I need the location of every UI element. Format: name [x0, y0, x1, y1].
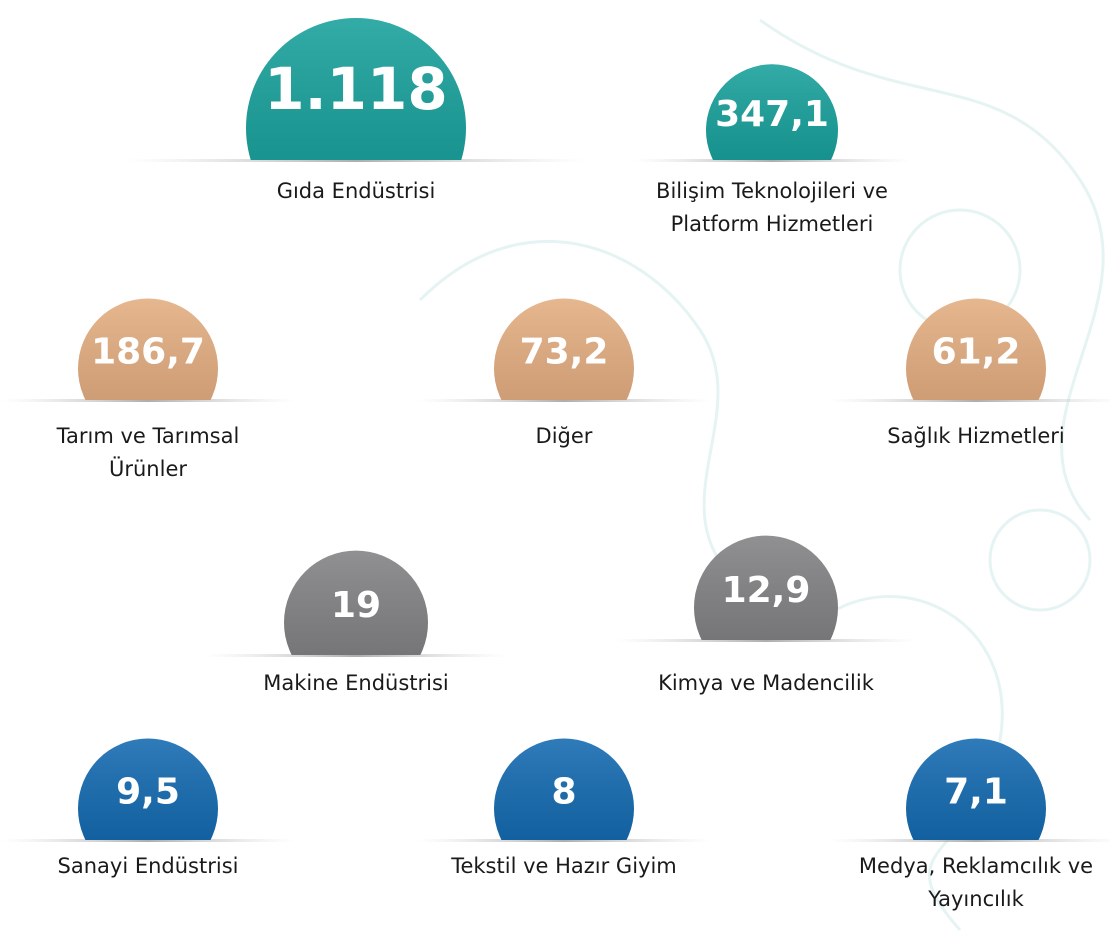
shadow-line [633, 159, 911, 162]
bubble [78, 298, 218, 400]
label: Tarım ve Tarımsal [56, 424, 240, 448]
bubble [906, 298, 1046, 400]
half-circle-gloss [78, 738, 218, 840]
item: 61,2 Sağlık Hizmetleri [829, 298, 1110, 448]
value: 73,2 [520, 331, 609, 372]
item: 347,1 Bilişim Teknolojileri ve Platform Hi… [633, 64, 911, 236]
value: 7,1 [944, 771, 1008, 812]
label: Sağlık Hizmetleri [887, 424, 1065, 448]
half-circle-gloss [246, 18, 466, 160]
label: Diğer [536, 424, 593, 448]
shadow-line [1, 839, 295, 842]
label: Kimya ve Madencilik [658, 671, 875, 695]
label: Gıda Endüstrisi [277, 179, 436, 203]
value: 9,5 [116, 771, 180, 812]
item: 7,1 Medya, Reklamcılık ve Yayıncılık [829, 738, 1110, 911]
shadow-line [1, 399, 295, 402]
label: Sanayi Endüstrisi [58, 854, 239, 878]
half-circle-gloss [284, 550, 428, 655]
bubble [706, 64, 838, 160]
background-ornament [418, 18, 1105, 931]
item: 8 Tekstil ve Hazır Giyim [417, 738, 711, 878]
bubble [906, 738, 1046, 840]
shadow-line [125, 159, 587, 162]
item: 1.118 Gıda Endüstrisi [125, 18, 587, 203]
item: 186,7 Tarım ve Tarımsal Ürünler [1, 298, 295, 481]
item: 9,5 Sanayi Endüstrisi [1, 738, 295, 878]
shadow-line [204, 654, 508, 657]
shadow-line [829, 399, 1110, 402]
shadow-line [417, 399, 711, 402]
label: Bilişim Teknolojileri ve [656, 179, 888, 203]
shadow-line [417, 839, 711, 842]
value: 8 [551, 771, 576, 812]
bubble [494, 298, 634, 400]
half-circle-gloss [78, 298, 218, 400]
item: 73,2 Diğer [417, 298, 711, 448]
half-circle-gloss [494, 298, 634, 400]
shadow-line [829, 839, 1110, 842]
bubble [494, 738, 634, 840]
value: 19 [331, 585, 381, 626]
value: 347,1 [715, 94, 829, 135]
item: 19 Makine Endüstrisi [204, 550, 508, 695]
shadow-line [614, 639, 918, 642]
bubble [694, 535, 838, 640]
label: Tekstil ve Hazır Giyim [450, 854, 677, 878]
bubble [78, 738, 218, 840]
value: 61,2 [932, 331, 1021, 372]
half-circle-gloss [706, 64, 838, 160]
bubble [246, 18, 466, 160]
half-circle-gloss [906, 298, 1046, 400]
item: 12,9 Kimya ve Madencilik [614, 535, 918, 695]
label: Ürünler [109, 456, 187, 481]
half-circle-gloss [906, 738, 1046, 840]
value: 1.118 [264, 55, 447, 123]
value: 186,7 [91, 331, 205, 372]
label: Makine Endüstrisi [263, 671, 449, 695]
half-circle-gloss [494, 738, 634, 840]
label: Yayıncılık [927, 887, 1024, 911]
value: 12,9 [722, 570, 811, 611]
label: Medya, Reklamcılık ve [859, 854, 1093, 878]
half-circle-gloss [694, 535, 838, 640]
label: Platform Hizmetleri [671, 212, 874, 236]
bubble [284, 550, 428, 655]
